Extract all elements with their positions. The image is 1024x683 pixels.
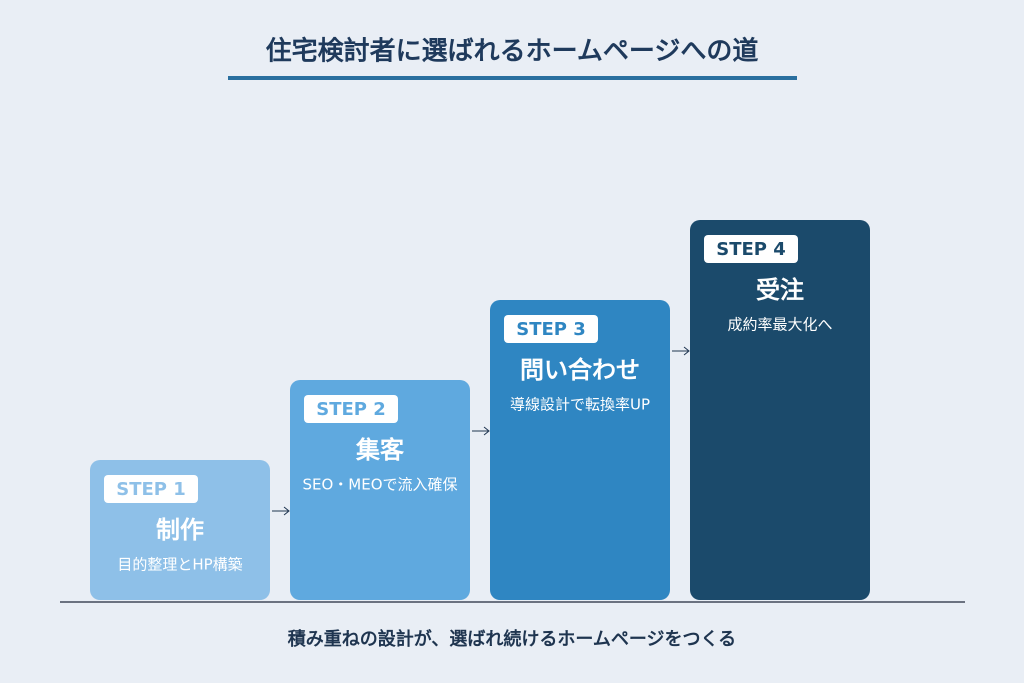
step-label: STEP 3 <box>516 319 586 340</box>
step-box <box>690 220 870 600</box>
step-box <box>290 380 470 600</box>
arrow-head <box>283 506 290 516</box>
step-box <box>490 300 670 600</box>
step-name: 制作 <box>156 516 204 544</box>
step-label: STEP 2 <box>316 399 386 420</box>
arrow-head <box>683 346 690 356</box>
step-badge <box>704 235 798 263</box>
step-name: 問い合わせ <box>520 356 640 384</box>
step-badge <box>104 475 198 503</box>
step-description: 導線設計で転換率UP <box>510 396 650 414</box>
step-description: 目的整理とHP構築 <box>117 556 242 574</box>
step-badge <box>304 395 398 423</box>
title: 住宅検討者に選ばれるホームページへの道 <box>266 36 759 67</box>
footer: 積み重ねの設計が、選ばれ続けるホームページをつくる <box>287 628 736 650</box>
arrow-head <box>483 426 490 436</box>
title-underline <box>228 76 797 80</box>
step-badge <box>504 315 598 343</box>
step-name: 集客 <box>355 436 405 464</box>
step-description: 成約率最大化へ <box>727 316 832 334</box>
step-label: STEP 1 <box>116 479 186 500</box>
step-label: STEP 4 <box>716 239 786 260</box>
step-name: 受注 <box>756 276 804 304</box>
step-description: SEO・MEOで流入確保 <box>302 476 457 494</box>
